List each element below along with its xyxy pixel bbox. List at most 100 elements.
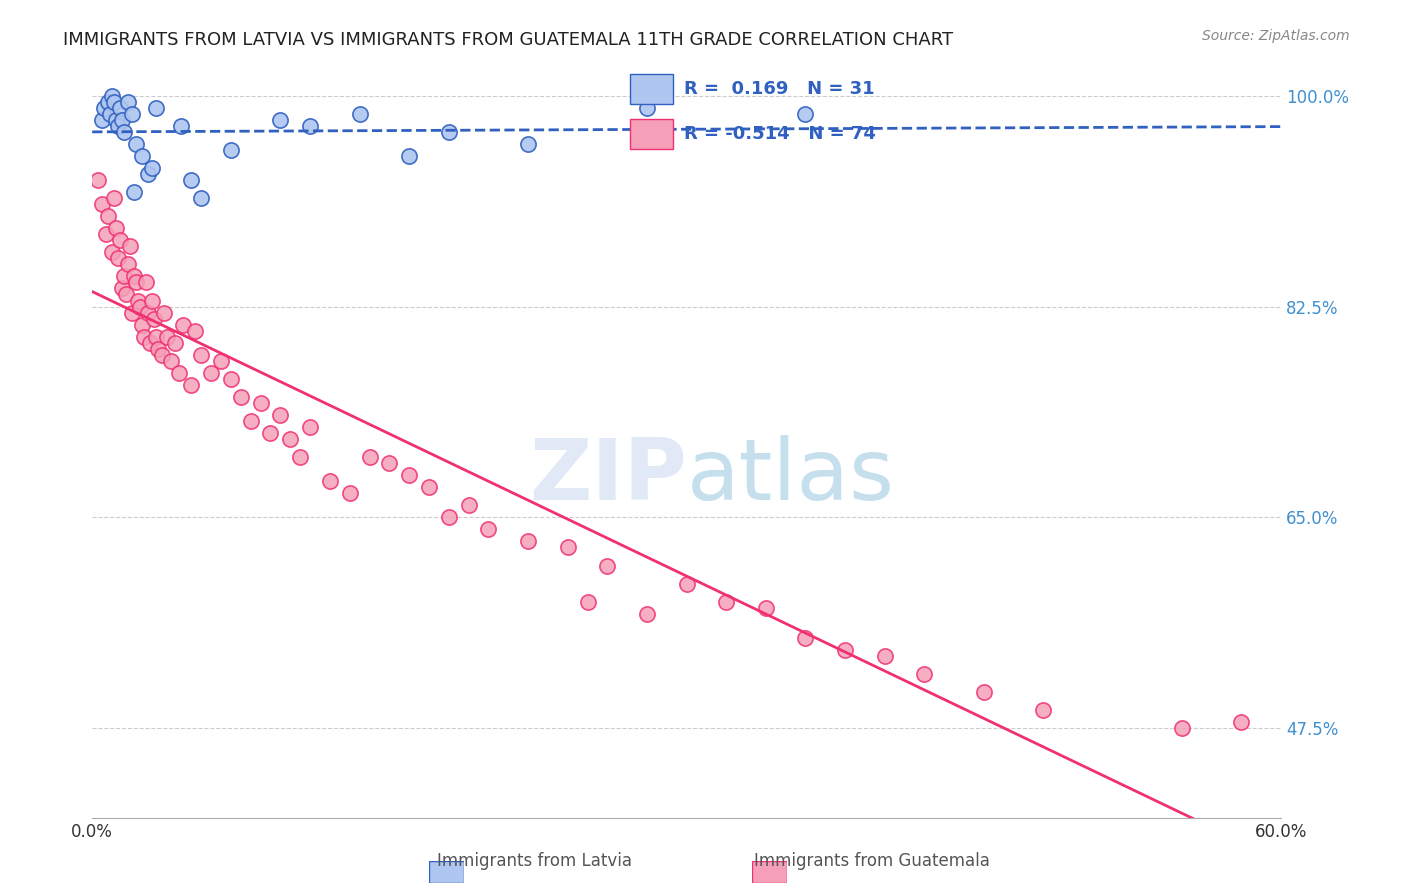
Point [190,348,212,362]
Point [145,101,167,115]
Point [278,432,301,446]
Text: R = -0.514   N = 74: R = -0.514 N = 74 [685,125,876,143]
Point [146,342,169,356]
Point [219,372,242,386]
Point [299,119,322,133]
Point [596,558,619,573]
Point [152,305,174,319]
Point [1171,721,1194,735]
Point [477,522,499,536]
Point [127,293,149,308]
Point [190,191,212,205]
Point [136,305,159,319]
Point [108,233,131,247]
Point [111,112,134,127]
Point [132,329,155,343]
Point [107,119,129,133]
Point [122,269,145,284]
Text: ZIP: ZIP [529,435,686,518]
Point [1032,703,1054,717]
Point [104,112,127,127]
Point [141,161,163,175]
Point [118,239,141,253]
Point [115,287,138,301]
Point [136,167,159,181]
Point [794,631,817,645]
Point [319,474,342,488]
Point [1230,715,1253,730]
Point [128,300,150,314]
Point [93,101,115,115]
Point [141,293,163,308]
Point [138,335,160,350]
Point [794,107,817,121]
Bar [630,74,673,103]
Point [180,377,202,392]
Point [636,101,658,115]
Point [121,305,143,319]
Point [180,173,202,187]
Point [108,101,131,115]
Point [576,594,599,608]
Point [170,119,193,133]
Point [150,348,173,362]
Point [359,450,381,464]
Point [517,136,540,151]
Point [339,486,361,500]
Point [131,149,153,163]
Point [269,112,291,127]
Text: atlas: atlas [686,435,894,518]
Text: IMMIGRANTS FROM LATVIA VS IMMIGRANTS FROM GUATEMALA 11TH GRADE CORRELATION CHART: IMMIGRANTS FROM LATVIA VS IMMIGRANTS FRO… [63,31,953,49]
Point [184,324,207,338]
Point [517,534,540,549]
Point [714,594,737,608]
Text: Immigrants from Latvia: Immigrants from Latvia [437,852,631,870]
Point [104,221,127,235]
Bar [630,120,673,149]
Point [229,390,252,404]
Point [121,107,143,121]
Point [873,648,896,663]
Point [398,149,420,163]
Point [269,408,291,422]
Point [160,353,183,368]
Point [145,329,167,343]
Point [209,353,232,368]
Point [437,125,460,139]
Point [87,173,110,187]
Point [299,420,322,434]
Point [172,318,194,332]
Point [398,468,420,483]
Point [755,600,778,615]
Point [98,107,121,121]
Point [135,276,157,290]
Point [219,143,242,157]
Point [107,252,129,266]
Point [165,335,187,350]
Point [111,281,134,295]
Point [259,425,281,440]
Point [349,107,371,121]
Point [117,257,139,271]
Text: Source: ZipAtlas.com: Source: ZipAtlas.com [1202,29,1350,43]
Point [636,607,658,621]
Point [249,396,271,410]
Point [101,88,124,103]
Point [418,480,440,494]
Point [97,209,120,223]
Point [91,197,114,211]
Text: R =  0.169   N = 31: R = 0.169 N = 31 [685,80,875,98]
Point [97,95,120,109]
Text: Immigrants from Guatemala: Immigrants from Guatemala [754,852,990,870]
Point [834,643,856,657]
Point [912,667,935,681]
Point [122,185,145,199]
Point [290,450,312,464]
Point [112,125,135,139]
Point [973,685,995,699]
Point [142,311,165,326]
Point [112,269,135,284]
Point [378,456,401,470]
Point [437,510,460,524]
Point [103,191,125,205]
